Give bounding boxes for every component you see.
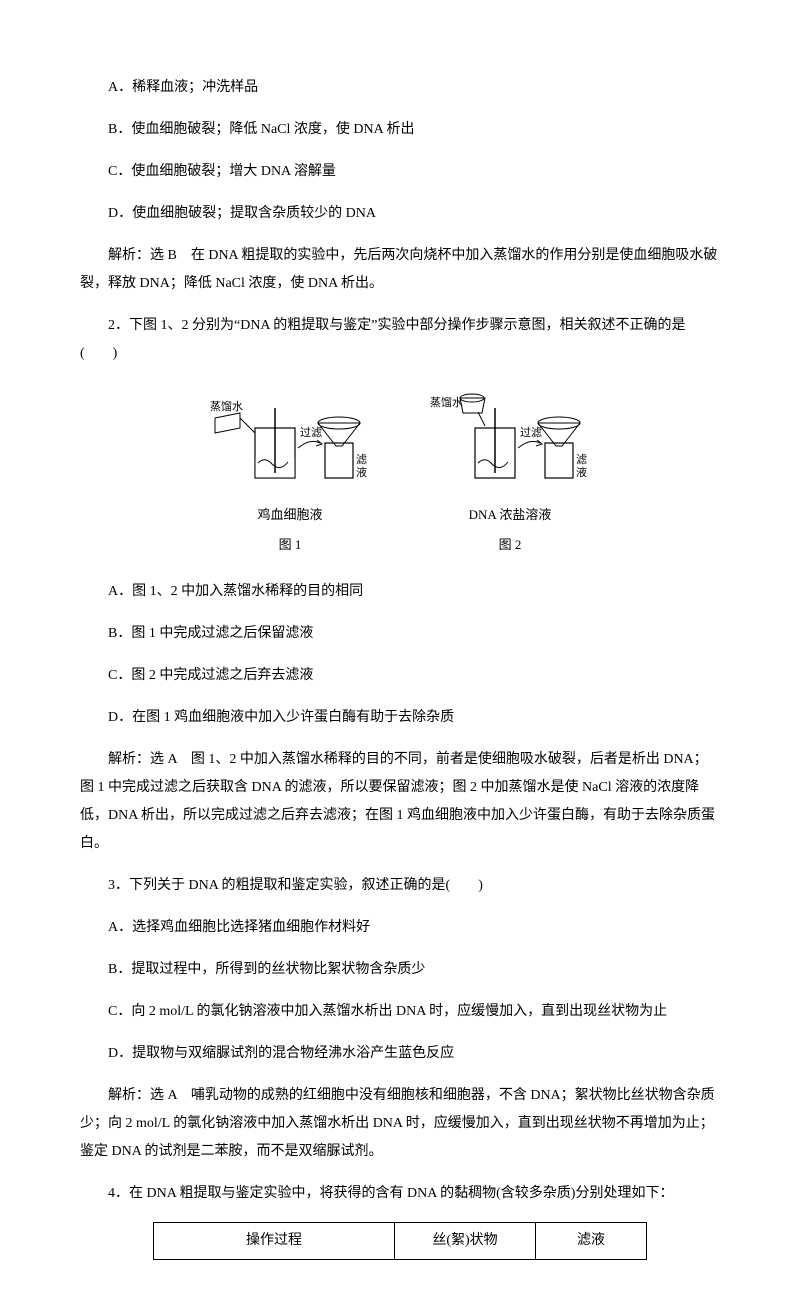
q1-option-c: C．使血细胞破裂；增大 DNA 溶解量 (80, 158, 720, 186)
figure-2-caption: DNA 浓盐溶液 (430, 502, 590, 528)
q3-option-a: A．选择鸡血细胞比选择猪血细胞作材料好 (80, 914, 720, 942)
q2-option-d: D．在图 1 鸡血细胞液中加入少许蛋白酶有助于去除杂质 (80, 704, 720, 732)
table-header-1: 操作过程 (154, 1223, 395, 1260)
svg-text:液: 液 (576, 465, 587, 479)
figure-1-caption: 鸡血细胞液 (210, 502, 370, 528)
label-filtrate-1: 滤 (356, 453, 367, 466)
table-header-2: 丝(絮)状物 (395, 1223, 536, 1260)
q4-stem: 4．在 DNA 粗提取与鉴定实验中，将获得的含有 DNA 的黏稠物(含较多杂质)… (80, 1180, 720, 1208)
q4-table: 操作过程 丝(絮)状物 滤液 (153, 1222, 647, 1260)
figure-1-number: 图 1 (210, 532, 370, 558)
figure-2-number: 图 2 (430, 532, 590, 558)
label-filtrate-2: 滤 (576, 453, 587, 466)
figure-row: 蒸馏水 过滤 滤 液 鸡血细胞液 图 1 蒸馏水 (80, 388, 720, 558)
table-header-3: 滤液 (536, 1223, 647, 1260)
q1-option-a: A．稀释血液；冲洗样品 (80, 74, 720, 102)
q1-explanation: 解析：选 B 在 DNA 粗提取的实验中，先后两次向烧杯中加入蒸馏水的作用分别是… (80, 242, 720, 298)
label-filter-2: 过滤 (520, 426, 542, 439)
label-water-2: 蒸馏水 (430, 395, 463, 409)
figure-2: 蒸馏水 过滤 滤 液 DNA 浓盐溶液 图 2 (430, 388, 590, 558)
q3-stem: 3．下列关于 DNA 的粗提取和鉴定实验，叙述正确的是( ) (80, 872, 720, 900)
q2-option-a: A．图 1、2 中加入蒸馏水稀释的目的相同 (80, 578, 720, 606)
q3-option-d: D．提取物与双缩脲试剂的混合物经沸水浴产生蓝色反应 (80, 1040, 720, 1068)
q3-option-b: B．提取过程中，所得到的丝状物比絮状物含杂质少 (80, 956, 720, 984)
q1-option-d: D．使血细胞破裂；提取含杂质较少的 DNA (80, 200, 720, 228)
q3-option-c: C．向 2 mol/L 的氯化钠溶液中加入蒸馏水析出 DNA 时，应缓慢加入，直… (80, 998, 720, 1026)
label-water-1: 蒸馏水 (210, 399, 243, 413)
label-filter-1: 过滤 (300, 426, 322, 439)
q2-option-c: C．图 2 中完成过滤之后弃去滤液 (80, 662, 720, 690)
q3-explanation: 解析：选 A 哺乳动物的成熟的红细胞中没有细胞核和细胞器，不含 DNA；絮状物比… (80, 1082, 720, 1166)
q2-stem: 2．下图 1、2 分别为“DNA 的粗提取与鉴定”实验中部分操作步骤示意图，相关… (80, 312, 720, 368)
q2-explanation: 解析：选 A 图 1、2 中加入蒸馏水稀释的目的不同，前者是使细胞吸水破裂，后者… (80, 746, 720, 858)
svg-text:液: 液 (356, 465, 367, 479)
q1-option-b: B．使血细胞破裂；降低 NaCl 浓度，使 DNA 析出 (80, 116, 720, 144)
q2-option-b: B．图 1 中完成过滤之后保留滤液 (80, 620, 720, 648)
figure-1: 蒸馏水 过滤 滤 液 鸡血细胞液 图 1 (210, 388, 370, 558)
